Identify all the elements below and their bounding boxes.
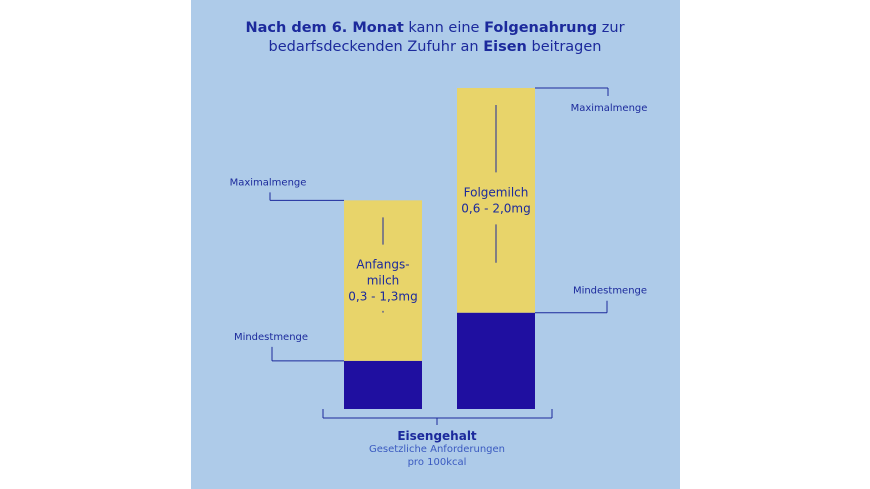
title-part: Eisen xyxy=(483,39,527,55)
ann-label: Mindestmenge xyxy=(573,286,647,297)
ann-label: Maximalmenge xyxy=(571,103,648,114)
title-part: zur xyxy=(597,20,624,36)
bar-label: milch xyxy=(367,274,400,288)
x-label: Eisengehalt xyxy=(397,429,477,443)
bracket xyxy=(322,409,553,425)
bar-label: Anfangs- xyxy=(356,258,409,272)
title-part: Nach dem 6. Monat xyxy=(245,20,403,36)
bar-label: Folgemilch xyxy=(464,185,529,199)
title-part: beitragen xyxy=(527,39,602,55)
title-part: bedarfsdeckenden Zufuhr an xyxy=(268,39,483,55)
min-segment xyxy=(457,312,535,409)
x-note: Gesetzliche Anforderungen xyxy=(369,444,505,455)
panel xyxy=(191,0,680,489)
title-part: Folgenahrung xyxy=(484,20,597,36)
min-segment xyxy=(344,360,422,409)
bar-label: 0,6 - 2,0mg xyxy=(461,201,530,215)
chart-title: Nach dem 6. Monat kann eine Folgenahrung… xyxy=(245,20,624,36)
title-part: kann eine xyxy=(404,20,484,36)
ann-label: Mindestmenge xyxy=(234,332,308,343)
ann-label: Maximalmenge xyxy=(230,177,307,188)
bar-label: 0,3 - 1,3mg xyxy=(348,290,417,304)
chart-title: bedarfsdeckenden Zufuhr an Eisen beitrag… xyxy=(268,39,601,55)
x-note: pro 100kcal xyxy=(408,457,467,468)
